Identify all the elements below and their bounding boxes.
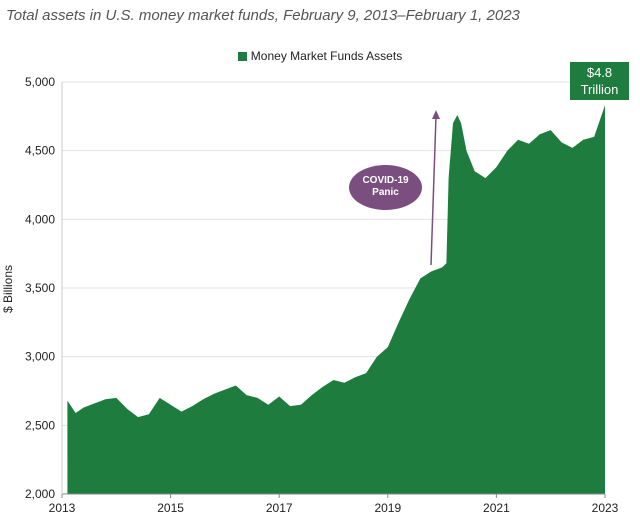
y-tick-labels: 2,000 2,500 3,000 3,500 4,000 4,500 5,000 bbox=[25, 75, 55, 501]
y-tick-label: 4,000 bbox=[25, 212, 55, 226]
covid-arrowhead bbox=[432, 110, 440, 119]
y-tick-label: 3,000 bbox=[25, 350, 55, 364]
x-tick-label: 2017 bbox=[266, 501, 293, 515]
covid-line2: Panic bbox=[372, 187, 399, 198]
total-callout: $4.8 Trillion bbox=[570, 62, 629, 100]
legend: Money Market Funds Assets bbox=[0, 49, 640, 63]
x-tick-label: 2021 bbox=[483, 501, 510, 515]
y-tick-label: 5,000 bbox=[25, 75, 55, 89]
y-tick-label: 2,500 bbox=[25, 418, 55, 432]
x-tick-label: 2013 bbox=[49, 501, 76, 515]
covid-annotation: COVID-19 Panic bbox=[349, 165, 422, 210]
x-tick-label: 2019 bbox=[374, 501, 401, 515]
y-tick-label: 3,500 bbox=[25, 281, 55, 295]
y-tick-label: 4,500 bbox=[25, 144, 55, 158]
covid-line1: COVID-19 bbox=[362, 175, 409, 186]
legend-swatch bbox=[237, 52, 247, 61]
covid-arrow bbox=[430, 115, 437, 266]
callout-unit: Trillion bbox=[580, 82, 619, 97]
x-tick-label: 2015 bbox=[157, 501, 184, 515]
callout-value: $4.8 bbox=[586, 65, 613, 80]
series-area bbox=[67, 105, 605, 495]
legend-label: Money Market Funds Assets bbox=[250, 49, 403, 63]
chart-title: Total assets in U.S. money market funds,… bbox=[6, 7, 520, 24]
x-tick-labels: 2013 2015 2017 2019 2021 2023 bbox=[49, 494, 619, 515]
x-tick-label: 2023 bbox=[592, 501, 619, 515]
y-tick-label: 2,000 bbox=[25, 487, 55, 501]
